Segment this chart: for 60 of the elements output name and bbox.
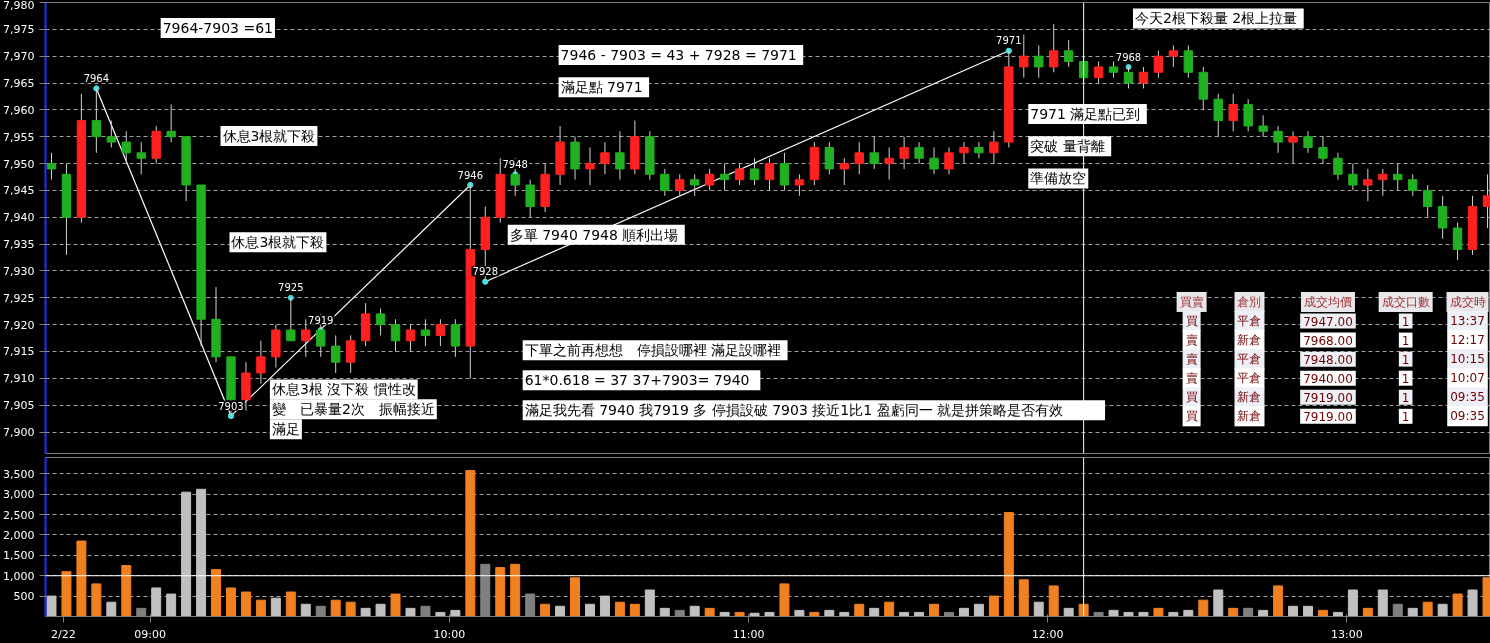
- annotation: 7971 滿足點已到: [1030, 105, 1141, 122]
- y-tick-label: 7,980: [3, 0, 35, 12]
- annotation: 7928: [472, 266, 499, 278]
- y-tick-label: 2,500: [3, 508, 35, 522]
- y-tick-label: 7,910: [3, 372, 35, 386]
- y-tick-label: 7,965: [3, 77, 35, 91]
- y-tick-label: 1,000: [3, 569, 35, 583]
- y-tick-label: 7,975: [3, 23, 35, 37]
- y-tick-label: 1,500: [3, 549, 35, 563]
- y-tick-label: 7,955: [3, 130, 35, 144]
- annotation: 休息3根 沒下殺 慣性改變 已暴量2次 振幅接近滿足: [271, 381, 435, 438]
- y-tick-label: 7,905: [3, 399, 35, 413]
- annotation: 7903: [218, 400, 244, 412]
- annotation: 7968: [1115, 51, 1142, 63]
- annotation: 7946 - 7903 = 43 + 7928 = 7971: [560, 46, 797, 63]
- y-tick-label: 7,940: [3, 211, 35, 225]
- annotation: 7946: [457, 169, 484, 181]
- y-tick-label: 3,500: [3, 467, 35, 481]
- y-tick-label: 7,920: [3, 318, 35, 332]
- annotation: 7919: [308, 314, 334, 326]
- y-tick-label: 2,000: [3, 528, 35, 542]
- y-tick-label: 7,960: [3, 103, 35, 117]
- annotation: 下單之前再想想 停損設哪裡 滿足設哪裡: [524, 342, 782, 359]
- annotation: 61*0.618 = 37 37+7903= 7940: [524, 372, 750, 389]
- x-tick-label: 2/22: [51, 627, 76, 641]
- text: 買 新倉 7919.00 1 09:35: [1185, 390, 1485, 405]
- annotation: 多單 7940 7948 順利出場: [509, 226, 679, 243]
- annotation: 休息3根就下殺: [222, 127, 316, 144]
- x-tick-label: 11:00: [732, 627, 765, 641]
- annotation: 今天2根下殺量 2根上拉量: [1134, 10, 1298, 27]
- annotation: 7964: [83, 73, 110, 85]
- y-tick-label: 7,930: [3, 264, 35, 278]
- x-tick-label: 09:00: [134, 627, 167, 641]
- annotation: 準備放空: [1030, 170, 1087, 187]
- annotation: 滿足我先看 7940 我7919 多 停損設破 7903 接近1比1 盈虧同一 就是拼策略是否有效: [524, 402, 1063, 419]
- annotation: 7964-7903 =61: [162, 20, 273, 37]
- text: 賣 平倉 7948.00 1 10:15: [1185, 352, 1485, 367]
- y-tick-label: 7,915: [3, 345, 35, 359]
- y-tick-label: 500: [13, 590, 35, 604]
- annotation: 7925: [278, 282, 304, 294]
- text: 買賣 倉別 成交均價 成交口數 成交時: [1179, 294, 1486, 309]
- text: 賣 新倉 7968.00 1 12:17: [1185, 333, 1485, 348]
- text: 買 新倉 7919.00 1 09:35: [1185, 409, 1485, 424]
- text: 賣 平倉 7940.00 1 10:07: [1185, 371, 1485, 386]
- annotation: 滿足點 7971: [560, 79, 643, 96]
- y-tick-label: 7,970: [3, 50, 35, 64]
- annotation: 休息3根就下殺: [231, 234, 325, 251]
- y-tick-label: 7,950: [3, 157, 35, 171]
- x-tick-label: 12:00: [1031, 627, 1064, 641]
- y-tick-label: 3,000: [3, 488, 35, 502]
- text: 買 平倉 7947.00 1 13:37: [1185, 314, 1485, 329]
- y-tick-label: 7,945: [3, 184, 35, 198]
- annotation: 7971: [996, 35, 1022, 47]
- y-tick-label: 7,900: [3, 426, 35, 440]
- annotation: 7948: [502, 158, 528, 170]
- y-tick-label: 7,935: [3, 238, 35, 252]
- x-tick-label: 13:00: [1331, 627, 1363, 641]
- x-tick-label: 10:00: [433, 627, 466, 641]
- annotation: 突破 量背離: [1030, 138, 1105, 155]
- y-tick-label: 7,925: [3, 291, 35, 305]
